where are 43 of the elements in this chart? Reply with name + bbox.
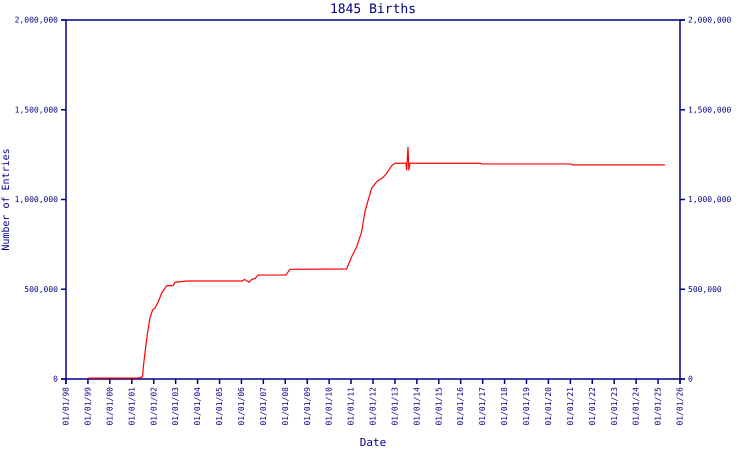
x-tick-label: 01/01/26 <box>676 386 685 426</box>
x-tick-label: 01/01/13 <box>390 386 400 426</box>
x-tick-label: 01/01/18 <box>500 386 510 426</box>
y-tick-label: 0 <box>53 374 58 384</box>
y-tick-label: 2,000,000 <box>14 16 58 25</box>
x-tick-label: 01/01/05 <box>215 386 224 426</box>
x-tick-label: 01/01/07 <box>258 386 268 426</box>
y2-tick-label: 0 <box>688 374 693 384</box>
x-tick-label: 01/01/17 <box>478 386 488 426</box>
x-tick-label: 01/01/12 <box>368 386 378 426</box>
x-tick-label: 01/01/00 <box>105 386 114 426</box>
x-tick-label: 01/01/21 <box>566 386 575 426</box>
chart-title: 1845 Births <box>330 2 416 17</box>
x-tick-label: 01/01/10 <box>324 386 334 426</box>
x-tick-label: 01/01/03 <box>171 386 180 426</box>
x-tick-label: 01/01/19 <box>522 386 532 426</box>
y-tick-label: 500,000 <box>24 284 58 294</box>
x-tick-label: 01/01/23 <box>610 386 619 426</box>
x-tick-label: 01/01/98 <box>62 386 71 426</box>
y2-tick-label: 1,500,000 <box>688 105 732 114</box>
x-tick-label: 01/01/14 <box>412 386 422 426</box>
x-tick-label: 01/01/24 <box>632 386 641 426</box>
y-tick-label: 1,500,000 <box>14 105 58 114</box>
x-tick-label: 01/01/99 <box>83 386 92 426</box>
x-tick-label: 01/01/06 <box>236 386 246 426</box>
x-tick-label: 01/01/15 <box>434 386 444 426</box>
line-series <box>88 146 666 379</box>
y2-tick-label: 2,000,000 <box>688 16 732 25</box>
y2-tick-label: 1,000,000 <box>688 195 732 204</box>
y-axis-title: Number of Entries <box>1 148 12 251</box>
x-tick-label: 01/01/04 <box>193 386 202 426</box>
x-tick-label: 01/01/11 <box>346 386 356 426</box>
x-tick-label: 01/01/20 <box>544 386 553 426</box>
x-tick-label: 01/01/22 <box>588 386 597 426</box>
x-tick-label: 01/01/25 <box>654 386 663 426</box>
x-tick-label: 01/01/02 <box>149 386 158 426</box>
x-tick-label: 01/01/08 <box>280 386 290 426</box>
x-axis-title: Date <box>360 436 386 449</box>
x-tick-label: 01/01/09 <box>302 386 312 426</box>
x-tick-label: 01/01/16 <box>456 386 466 426</box>
y-tick-label: 1,000,000 <box>14 195 58 204</box>
y2-tick-label: 500,000 <box>688 284 722 294</box>
x-tick-label: 01/01/01 <box>127 386 136 426</box>
